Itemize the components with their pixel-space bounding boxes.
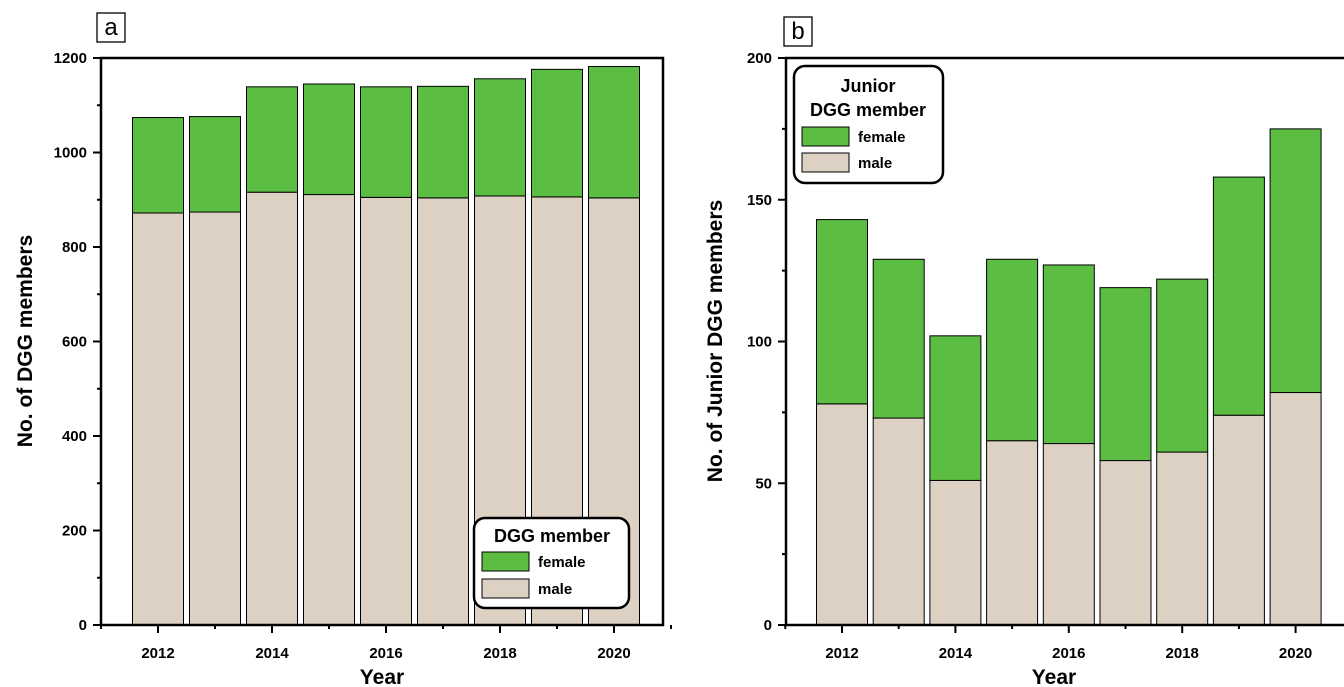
bar-male-2012: [132, 212, 184, 626]
bar-male-2019: [1212, 414, 1265, 626]
bar-female-2018: [474, 78, 526, 197]
x-tick-label: 2012: [141, 645, 174, 662]
y-tick-label: 0: [79, 617, 87, 634]
legend-a-swatch-male: [481, 578, 530, 599]
panel-a-label: a: [104, 14, 118, 41]
bar-female-2017: [417, 85, 469, 199]
legend-b-title-line1: Junior: [840, 76, 895, 96]
legend-a-title: DGG member: [494, 526, 610, 546]
bar-female-2019: [531, 68, 583, 198]
x-tick-label: 2016: [369, 645, 402, 662]
y-tick-label: 150: [747, 192, 772, 209]
y-tick-label: 600: [62, 334, 87, 351]
y-tick-label: 1000: [54, 145, 87, 162]
legend-b-label-female: female: [858, 129, 906, 146]
legend-a-label-male: male: [538, 581, 572, 598]
x-tick-label: 2014: [255, 645, 289, 662]
y-axis-title-a: No. of DGG members: [14, 235, 37, 447]
bar-male-2018: [1156, 451, 1209, 626]
panel-a-label-box: [96, 12, 126, 43]
bar-male-2017: [417, 197, 469, 626]
bar-male-2015: [303, 194, 355, 626]
x-tick-label: 2012: [825, 645, 858, 662]
y-tick-label: 0: [764, 617, 772, 634]
x-axis-title-b: Year: [1032, 666, 1076, 687]
y-tick-label: 800: [62, 239, 87, 256]
x-axis-ticks-a: 2012 2014 2016 2018 2020: [100, 625, 672, 662]
bars-b: [816, 128, 1322, 626]
bar-male-2014: [246, 191, 298, 626]
bar-female-2018: [1156, 278, 1209, 453]
bar-male-2020: [1269, 392, 1322, 626]
x-axis-title-a: Year: [360, 666, 404, 687]
bar-female-2020: [588, 66, 640, 199]
legend-a: DGG member female male: [472, 516, 631, 610]
y-axis-ticks-b: 0 50 100 150 200: [747, 50, 786, 634]
legend-a-label-female: female: [538, 554, 586, 571]
legend-b-swatch-male: [801, 152, 850, 173]
x-axis-ticks-b: 2012 2014 2016 2018 2020: [784, 625, 1312, 662]
x-tick-label: 2018: [1166, 645, 1199, 662]
bar-female-2016: [360, 86, 412, 198]
legend-a-swatch-female: [481, 551, 530, 572]
bar-female-2015: [986, 258, 1039, 442]
bar-male-2017: [1099, 460, 1152, 626]
bar-female-2013: [189, 116, 241, 213]
y-tick-label: 1200: [54, 50, 87, 67]
legend-b-swatch-female: [801, 126, 850, 147]
bar-female-2014: [929, 335, 982, 481]
panel-a: a 0 200 400 600 800 1000 1200 2012 2014 2016 2018…: [14, 12, 672, 687]
bar-female-2012: [132, 117, 184, 214]
bar-male-2014: [929, 479, 982, 626]
y-axis-title-b: No. of Junior DGG members: [704, 200, 727, 482]
bar-female-2016: [1042, 264, 1095, 445]
x-tick-label: 2016: [1052, 645, 1085, 662]
x-tick-label: 2014: [939, 645, 973, 662]
y-tick-label: 100: [747, 334, 772, 351]
x-tick-label: 2020: [597, 645, 630, 662]
bar-female-2019: [1212, 176, 1265, 416]
x-tick-label: 2018: [483, 645, 516, 662]
bar-female-2012: [816, 219, 868, 405]
bar-female-2017: [1099, 287, 1152, 462]
bar-female-2015: [303, 83, 355, 196]
x-tick-label: 2020: [1279, 645, 1312, 662]
bar-male-2012: [816, 403, 868, 626]
legend-b-title-line2: DGG member: [810, 100, 926, 120]
bar-male-2013: [872, 417, 925, 626]
y-tick-label: 400: [62, 428, 87, 445]
bar-female-2020: [1269, 128, 1322, 394]
bar-male-2016: [360, 196, 412, 626]
bar-female-2013: [872, 258, 925, 419]
legend-b-label-male: male: [858, 155, 892, 172]
bar-male-2013: [189, 211, 241, 626]
panel-b-label: b: [791, 18, 804, 45]
legend-b: Junior DGG member female male: [792, 64, 945, 185]
panel-b-label-box: [783, 16, 813, 47]
bar-male-2016: [1042, 443, 1095, 626]
bar-female-2014: [246, 86, 298, 193]
y-tick-label: 50: [755, 475, 772, 492]
y-axis-ticks-a: 0 200 400 600 800 1000 1200: [54, 50, 101, 634]
panel-b: b 0 50 100 150 200 2012 2014 2016 2018 2020 Year…: [704, 16, 1344, 687]
y-tick-label: 200: [62, 523, 87, 540]
bar-male-2015: [986, 440, 1039, 626]
y-tick-label: 200: [747, 50, 772, 67]
